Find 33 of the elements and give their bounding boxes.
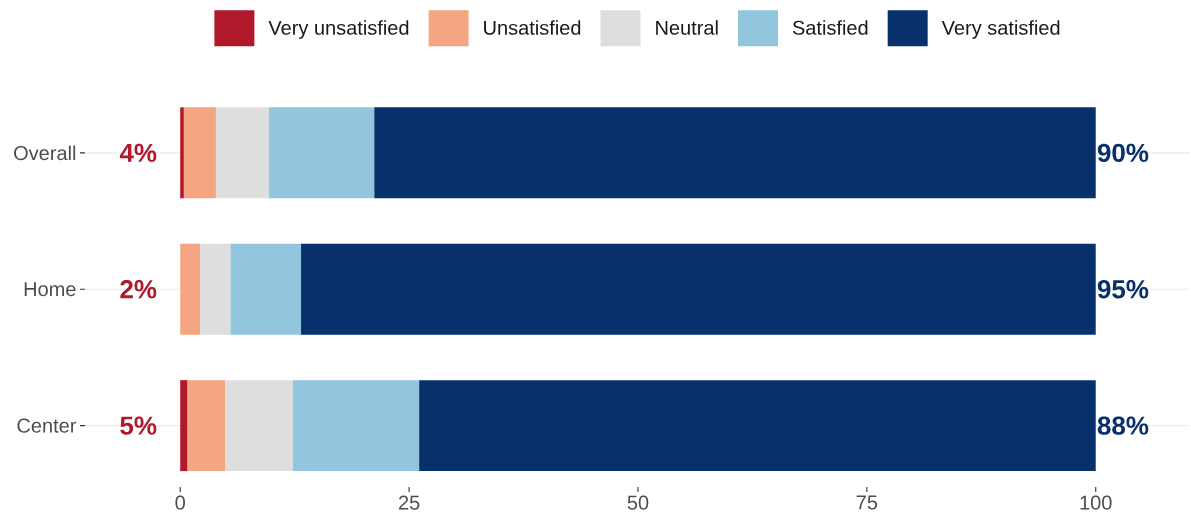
annotation: 4% (119, 143, 157, 162)
y-tick-label: Home (24, 282, 76, 297)
legend-label: Very satisfied (941, 20, 1060, 39)
bar (292, 380, 420, 472)
bar (374, 107, 1096, 199)
annotation: 95% (1097, 280, 1149, 299)
annotation: 90% (1097, 143, 1149, 163)
x-tick-label: 75 (856, 495, 878, 510)
bar (180, 243, 201, 335)
bar (215, 107, 270, 199)
bar (225, 380, 293, 472)
bar (301, 243, 1096, 335)
annotation: 88% (1097, 416, 1149, 435)
x-tick-label: 0 (175, 495, 185, 510)
bar (269, 107, 375, 199)
legend-label: Very unsatisfied (268, 20, 409, 39)
y-tick-label: Center (17, 418, 77, 433)
annotation: 5% (120, 416, 157, 435)
legend-label: Satisfied (792, 20, 868, 35)
bar (230, 243, 302, 335)
bar (183, 107, 216, 199)
bar (180, 107, 184, 199)
x-tick-label: 25 (398, 495, 420, 510)
bar (180, 380, 188, 472)
legend-label: Unsatisfied (484, 20, 581, 35)
bar (419, 380, 1096, 472)
y-tick-label: Overall (14, 145, 76, 161)
legend-label: Neutral (656, 20, 718, 35)
annotation: 2% (120, 280, 157, 299)
bar (187, 380, 226, 472)
bar (200, 243, 231, 335)
x-tick-label: 100 (1080, 495, 1112, 510)
x-tick-label: 50 (627, 495, 649, 510)
